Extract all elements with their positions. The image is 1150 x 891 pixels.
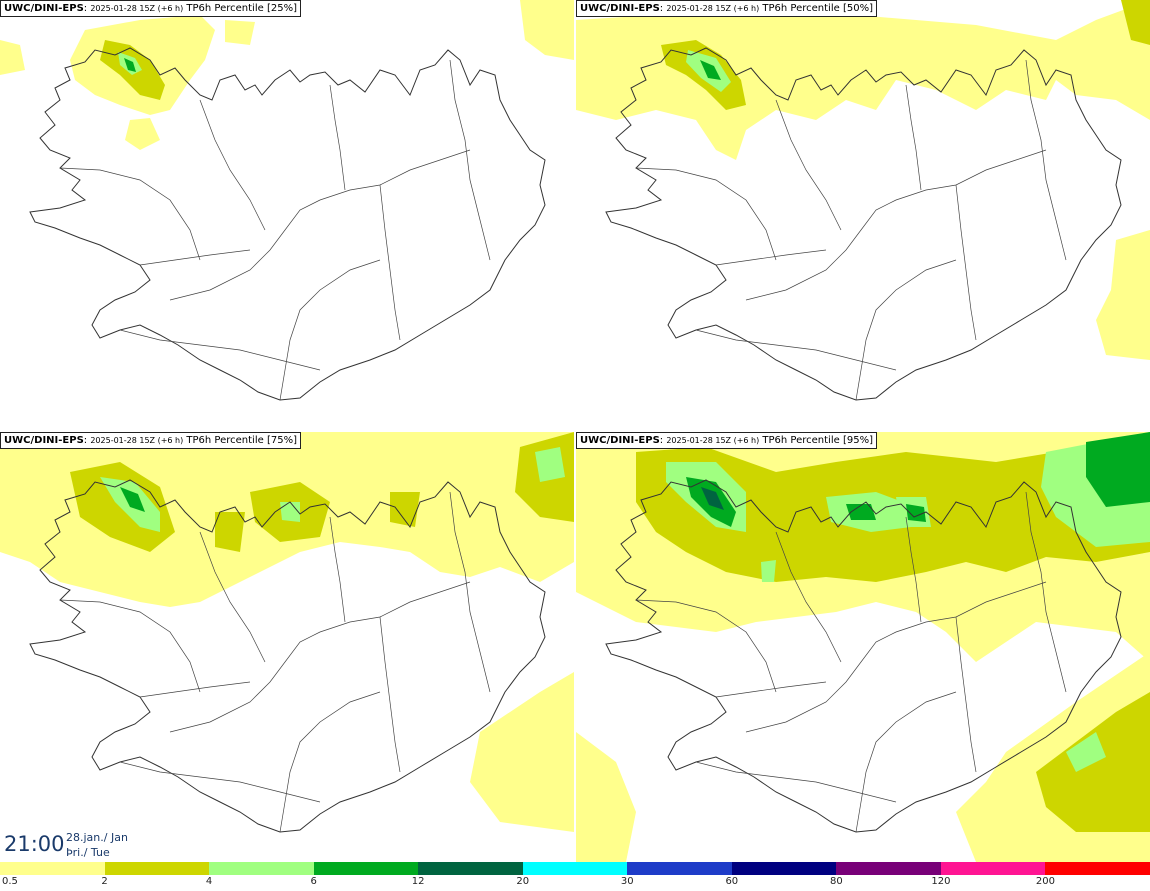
legend-swatch bbox=[836, 862, 941, 875]
legend-label: 30 bbox=[620, 876, 634, 887]
valid-time-date: 28.jan./ Jan Þri./ Tue bbox=[66, 830, 128, 860]
panel-title: UWC/DINI-EPS: 2025-01-28 15Z (+6 h) TP6h… bbox=[576, 432, 877, 449]
legend-label: 60 bbox=[725, 876, 739, 887]
legend-swatch bbox=[1045, 862, 1150, 875]
legend-swatch bbox=[731, 862, 837, 875]
legend-labels: 0.5 2 4 6 12 20 30 60 80 120 200 bbox=[0, 876, 1150, 890]
legend-swatch bbox=[627, 862, 732, 875]
legend-label: 2 bbox=[101, 876, 108, 887]
valid-date-line1: 28.jan./ Jan bbox=[66, 831, 128, 844]
legend-label: 20 bbox=[516, 876, 530, 887]
legend-swatch bbox=[313, 862, 419, 875]
valid-time-box: 21:00 28.jan./ Jan Þri./ Tue bbox=[0, 822, 132, 862]
legend-swatch bbox=[522, 862, 628, 875]
legend-label: 0.5 bbox=[2, 876, 18, 887]
precip-map-95 bbox=[576, 432, 1150, 862]
legend-swatch bbox=[209, 862, 314, 875]
panel-title: UWC/DINI-EPS: 2025-01-28 15Z (+6 h) TP6h… bbox=[0, 0, 301, 17]
legend-swatch bbox=[104, 862, 210, 875]
panel-title: UWC/DINI-EPS: 2025-01-28 15Z (+6 h) TP6h… bbox=[576, 0, 877, 17]
legend-label: 80 bbox=[829, 876, 843, 887]
map-panel-75: UWC/DINI-EPS: 2025-01-28 15Z (+6 h) TP6h… bbox=[0, 432, 574, 862]
valid-time-clock: 21:00 bbox=[4, 832, 65, 856]
legend-swatch bbox=[418, 862, 523, 875]
map-panel-25: UWC/DINI-EPS: 2025-01-28 15Z (+6 h) TP6h… bbox=[0, 0, 574, 430]
legend-label: 6 bbox=[310, 876, 317, 887]
legend-label: 12 bbox=[411, 876, 425, 887]
precip-map-75 bbox=[0, 432, 574, 862]
panel-divider-horizontal bbox=[0, 430, 1150, 432]
legend-label: 200 bbox=[1035, 876, 1055, 887]
legend-label: 4 bbox=[205, 876, 213, 887]
valid-date-line2: Þri./ Tue bbox=[66, 846, 110, 859]
precip-map-50 bbox=[576, 0, 1150, 430]
map-panel-50: UWC/DINI-EPS: 2025-01-28 15Z (+6 h) TP6h… bbox=[576, 0, 1150, 430]
map-panel-95: UWC/DINI-EPS: 2025-01-28 15Z (+6 h) TP6h… bbox=[576, 432, 1150, 862]
legend-swatch bbox=[940, 862, 1046, 875]
legend-color-bar bbox=[0, 862, 1150, 875]
precip-map-25 bbox=[0, 0, 574, 430]
legend-swatch bbox=[0, 862, 105, 875]
panel-title: UWC/DINI-EPS: 2025-01-28 15Z (+6 h) TP6h… bbox=[0, 432, 301, 449]
color-legend: 0.5 2 4 6 12 20 30 60 80 120 200 bbox=[0, 862, 1150, 891]
legend-label: 120 bbox=[931, 876, 951, 887]
